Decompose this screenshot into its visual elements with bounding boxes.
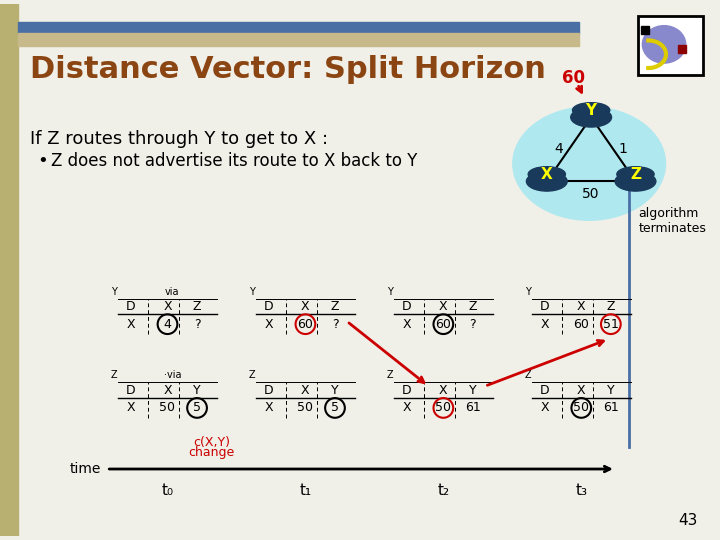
Text: X: X — [541, 401, 549, 414]
Ellipse shape — [513, 107, 665, 220]
Text: change: change — [189, 446, 235, 459]
Text: X: X — [127, 401, 135, 414]
Text: Z: Z — [524, 370, 531, 380]
Text: X: X — [577, 300, 585, 313]
Text: 51: 51 — [603, 318, 618, 330]
Text: t₀: t₀ — [161, 483, 174, 498]
Ellipse shape — [526, 172, 567, 191]
Text: D: D — [264, 384, 274, 397]
Text: 50: 50 — [436, 401, 451, 414]
Text: Z: Z — [248, 370, 255, 380]
Text: D: D — [402, 384, 412, 397]
Text: Z: Z — [469, 300, 477, 313]
Bar — [642, 26, 649, 33]
Text: 61: 61 — [465, 401, 481, 414]
Text: Y: Y — [112, 287, 117, 296]
Text: 50: 50 — [160, 401, 176, 414]
Text: D: D — [402, 300, 412, 313]
Bar — [18, 32, 580, 46]
Text: Z: Z — [111, 370, 117, 380]
Text: 60: 60 — [573, 318, 589, 330]
Text: t₂: t₂ — [437, 483, 449, 498]
Text: 43: 43 — [678, 513, 698, 528]
Text: X: X — [163, 300, 172, 313]
Bar — [678, 45, 685, 53]
Text: 60: 60 — [562, 69, 585, 87]
Text: 50: 50 — [573, 401, 589, 414]
Text: X: X — [439, 384, 448, 397]
Ellipse shape — [615, 172, 656, 191]
Text: ·via: ·via — [163, 370, 181, 380]
Text: Y: Y — [585, 103, 597, 118]
Text: X: X — [541, 318, 549, 330]
Text: 4: 4 — [163, 318, 171, 330]
Text: Z: Z — [193, 300, 202, 313]
Text: via: via — [165, 287, 180, 296]
Text: D: D — [540, 384, 549, 397]
Text: Y: Y — [193, 384, 201, 397]
Text: ?: ? — [332, 318, 338, 330]
Bar — [639, 16, 703, 75]
Text: Z does not advertise its route to X back to Y: Z does not advertise its route to X back… — [51, 152, 418, 170]
Bar — [0, 4, 18, 536]
Text: c(X,Y): c(X,Y) — [194, 436, 230, 449]
Bar — [18, 22, 580, 33]
Text: Y: Y — [469, 384, 477, 397]
Ellipse shape — [617, 167, 654, 182]
Text: X: X — [301, 300, 310, 313]
Text: ?: ? — [469, 318, 476, 330]
Text: D: D — [540, 300, 549, 313]
Text: 5: 5 — [193, 401, 201, 414]
Text: X: X — [127, 318, 135, 330]
Ellipse shape — [642, 26, 685, 63]
Ellipse shape — [571, 107, 611, 127]
Ellipse shape — [572, 103, 610, 118]
Text: 60: 60 — [436, 318, 451, 330]
Text: If Z routes through Y to get to X :: If Z routes through Y to get to X : — [30, 130, 328, 148]
Text: Y: Y — [607, 384, 615, 397]
Text: Z: Z — [630, 167, 641, 182]
Text: Z: Z — [606, 300, 615, 313]
Text: D: D — [264, 300, 274, 313]
Text: 50: 50 — [297, 401, 313, 414]
Text: Distance Vector: Split Horizon: Distance Vector: Split Horizon — [30, 55, 546, 84]
Text: 61: 61 — [603, 401, 618, 414]
Text: Z: Z — [330, 300, 339, 313]
Text: t₁: t₁ — [300, 483, 312, 498]
Text: D: D — [126, 384, 136, 397]
Text: t₃: t₃ — [575, 483, 588, 498]
Text: D: D — [126, 300, 136, 313]
Text: •: • — [37, 152, 48, 170]
Text: X: X — [265, 318, 274, 330]
Text: Y: Y — [249, 287, 255, 296]
Text: X: X — [265, 401, 274, 414]
Text: 1: 1 — [618, 143, 628, 156]
Text: X: X — [402, 401, 411, 414]
Text: ?: ? — [194, 318, 200, 330]
Text: 60: 60 — [297, 318, 313, 330]
Ellipse shape — [528, 167, 565, 182]
Text: Y: Y — [331, 384, 339, 397]
Text: time: time — [70, 462, 102, 476]
Text: X: X — [541, 167, 553, 182]
Text: X: X — [439, 300, 448, 313]
Text: Y: Y — [525, 287, 531, 296]
Text: 5: 5 — [331, 401, 339, 414]
Text: X: X — [301, 384, 310, 397]
Text: 4: 4 — [554, 143, 564, 156]
Text: X: X — [402, 318, 411, 330]
Text: X: X — [577, 384, 585, 397]
Text: Z: Z — [387, 370, 393, 380]
Text: X: X — [163, 384, 172, 397]
Text: algorithm
terminates: algorithm terminates — [639, 207, 706, 235]
Text: 50: 50 — [582, 187, 600, 201]
Text: Y: Y — [387, 287, 393, 296]
